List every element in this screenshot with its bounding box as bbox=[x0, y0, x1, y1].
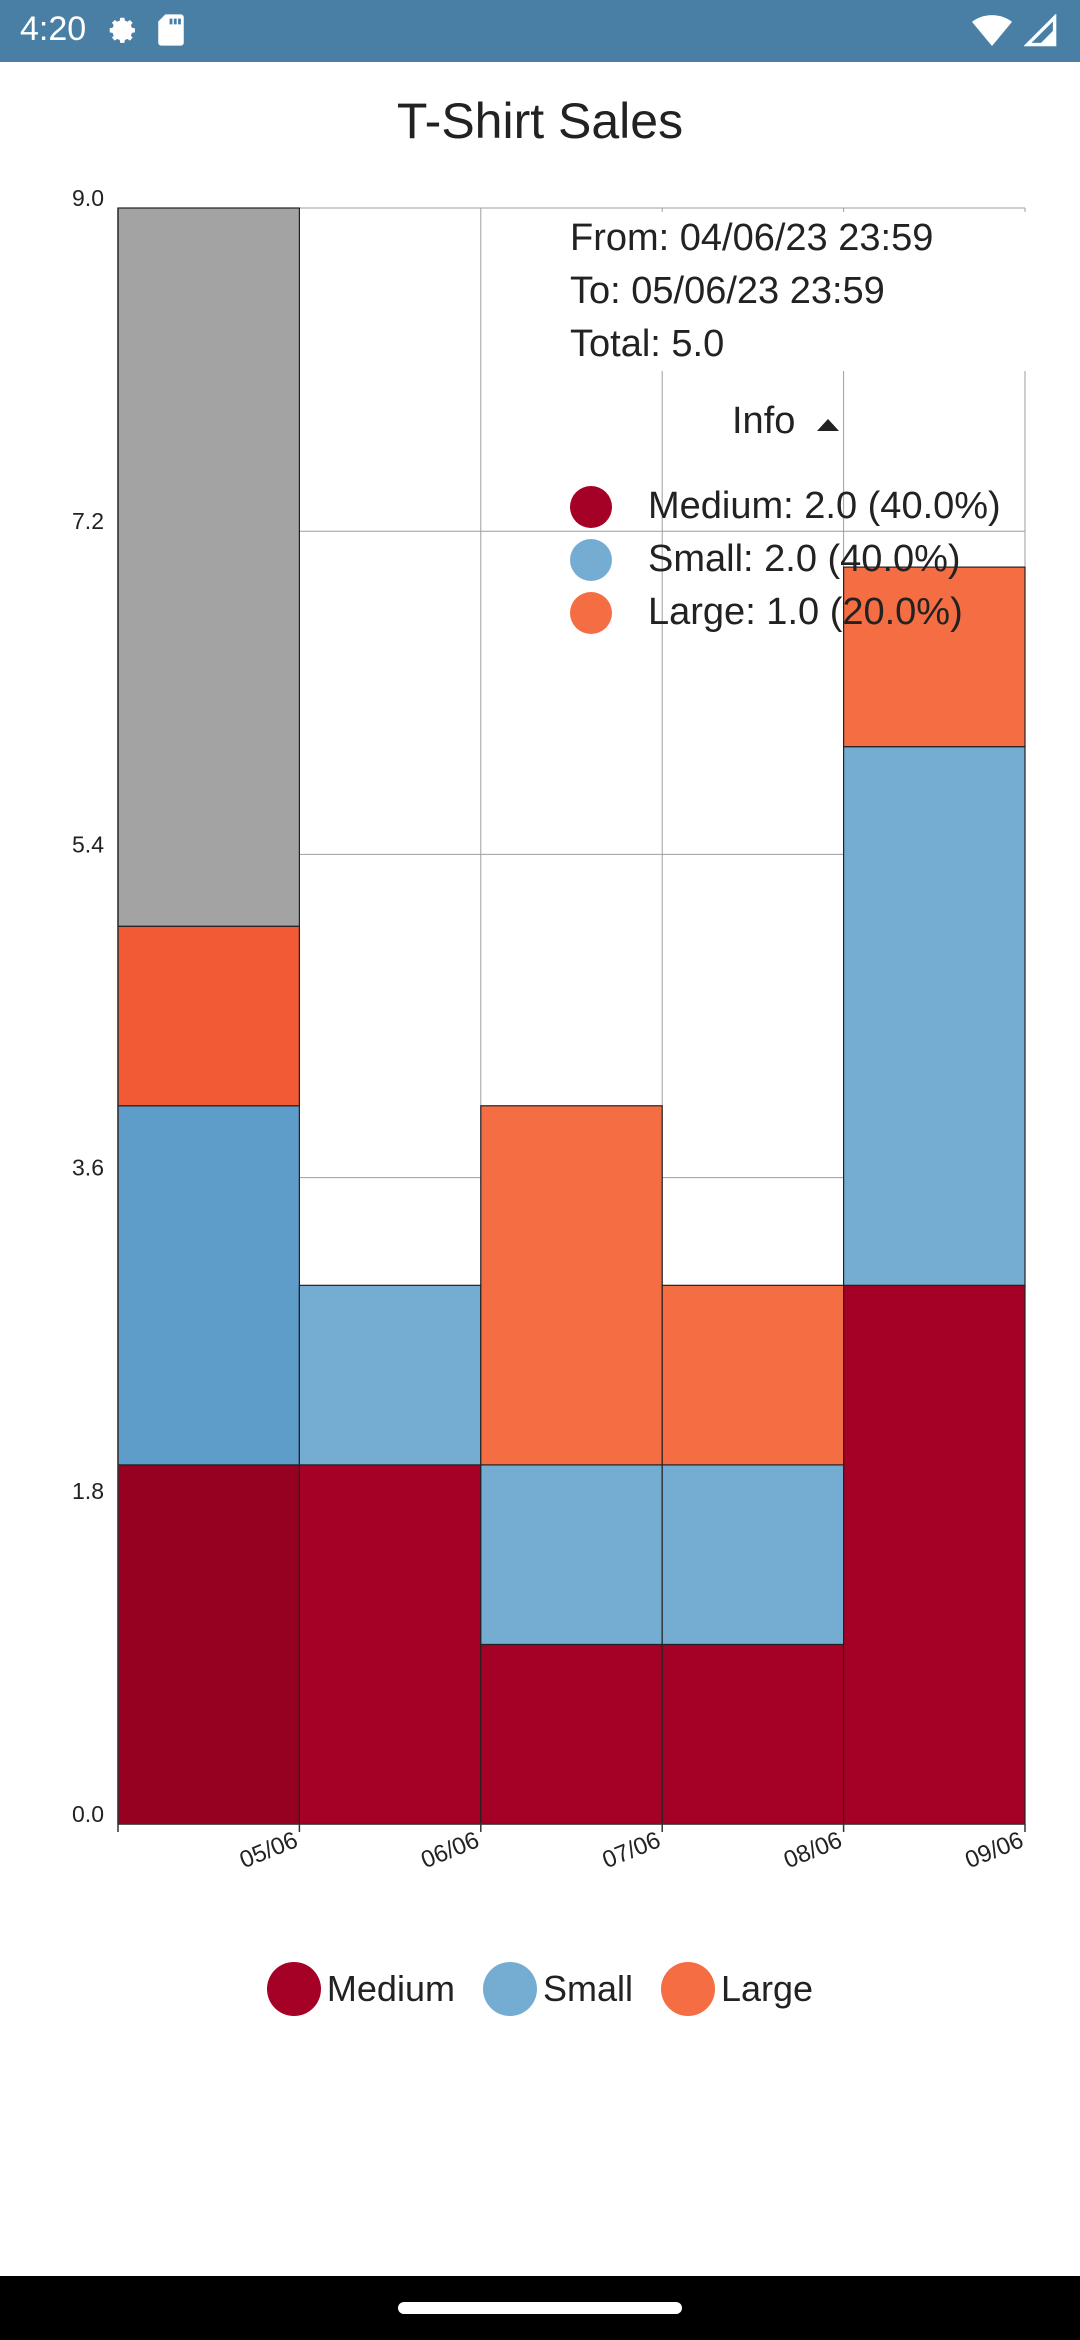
info-panel: From: 04/06/23 23:59 To: 05/06/23 23:59 … bbox=[570, 212, 1070, 634]
caret-up-icon bbox=[815, 400, 841, 443]
y-tick-label: 9.0 bbox=[72, 185, 104, 211]
wifi-icon bbox=[972, 14, 1012, 53]
bar-segment-large[interactable] bbox=[661, 1284, 845, 1466]
info-toggle-label: Info bbox=[732, 400, 796, 442]
legend-dot-large bbox=[661, 1962, 715, 2016]
home-handle[interactable] bbox=[398, 2302, 682, 2314]
legend-label: Small bbox=[542, 1968, 633, 2009]
y-tick-label: 1.8 bbox=[72, 1478, 104, 1504]
y-tick-label: 5.4 bbox=[72, 831, 104, 857]
legend-label: Medium bbox=[326, 1968, 455, 2009]
info-items: Medium: 2.0 (40.0%) Small: 2.0 (40.0%) L… bbox=[570, 480, 1001, 639]
legend-item-small[interactable]: Small bbox=[482, 1962, 633, 2016]
status-bar: 4:20 bbox=[0, 0, 1080, 62]
info-item-text: Large: 1.0 (20.0%) bbox=[648, 591, 963, 633]
legend-item-medium[interactable]: Medium bbox=[266, 1962, 455, 2016]
bar-segment-small[interactable] bbox=[117, 1105, 300, 1466]
status-time: 4:20 bbox=[20, 10, 87, 48]
info-total: Total: 5.0 bbox=[570, 323, 725, 365]
legend-dot-small bbox=[482, 1962, 537, 2016]
legend-item-large[interactable]: Large bbox=[661, 1962, 813, 2016]
bar-segment-medium[interactable] bbox=[842, 1284, 1026, 1825]
bar-segment-small[interactable] bbox=[298, 1284, 482, 1466]
bar-segment-medium[interactable] bbox=[298, 1464, 482, 1825]
chart-title: T-Shirt Sales bbox=[396, 93, 684, 149]
x-tick-label: 06/06 bbox=[417, 1827, 483, 1875]
signal-icon bbox=[1023, 13, 1058, 53]
selection-highlight[interactable] bbox=[117, 207, 300, 927]
y-tick-label: 7.2 bbox=[72, 508, 104, 534]
bar-segment-small[interactable] bbox=[842, 746, 1026, 1286]
bar-segment-small[interactable] bbox=[480, 1464, 663, 1646]
bar-segment-large[interactable] bbox=[117, 925, 300, 1107]
x-tick-label: 05/06 bbox=[236, 1827, 302, 1875]
bar-segment-medium[interactable] bbox=[117, 1464, 300, 1825]
bar-segment-small[interactable] bbox=[661, 1464, 845, 1646]
gear-icon bbox=[104, 12, 140, 53]
y-tick-label: 0.0 bbox=[72, 1801, 104, 1827]
bar-segment-large[interactable] bbox=[842, 566, 1026, 748]
stacked-bar-chart[interactable]: 0.0 1.8 3.6 5.4 7.2 9.0 05/06 06/06 07/06 08/06 09… bbox=[0, 170, 1080, 1920]
info-item-text: Small: 2.0 (40.0%) bbox=[648, 538, 961, 580]
bar-segment-medium[interactable] bbox=[480, 1643, 663, 1825]
bar-segment-medium[interactable] bbox=[661, 1643, 845, 1825]
info-item-small: Small: 2.0 (40.0%) bbox=[570, 533, 1001, 586]
navigation-bar bbox=[0, 2276, 1080, 2340]
x-tick-label: 08/06 bbox=[780, 1827, 846, 1875]
x-tick-label: 07/06 bbox=[599, 1827, 665, 1875]
y-tick-label: 3.6 bbox=[72, 1155, 104, 1181]
info-item-large: Large: 1.0 (20.0%) bbox=[570, 586, 1001, 639]
bars-layer bbox=[117, 207, 1026, 1825]
bar-segment-large[interactable] bbox=[480, 1105, 663, 1466]
x-tick-label: 09/06 bbox=[961, 1827, 1027, 1875]
legend-label: Large bbox=[721, 1968, 814, 2009]
info-to: To: 05/06/23 23:59 bbox=[570, 270, 885, 312]
info-item-medium: Medium: 2.0 (40.0%) bbox=[570, 480, 1001, 533]
info-toggle-button[interactable]: Info bbox=[732, 400, 841, 443]
info-item-text: Medium: 2.0 (40.0%) bbox=[648, 485, 1001, 527]
info-dot-medium bbox=[570, 485, 612, 528]
legend-dot-medium bbox=[266, 1962, 321, 2016]
info-from: From: 04/06/23 23:59 bbox=[570, 217, 934, 259]
sd-card-icon bbox=[156, 13, 186, 52]
axes-layer: 0.0 1.8 3.6 5.4 7.2 9.0 05/06 06/06 07/06 08/06 09… bbox=[72, 185, 1027, 1874]
info-dot-small bbox=[570, 538, 612, 581]
chart-legend: Medium Small Large bbox=[0, 1962, 1080, 2016]
info-dot-large bbox=[570, 591, 612, 634]
